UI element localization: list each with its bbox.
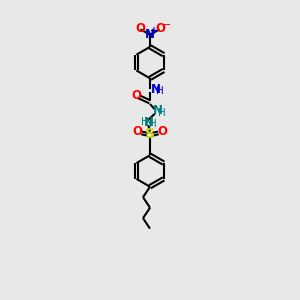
- Text: H: H: [140, 117, 148, 128]
- Text: O: O: [131, 89, 142, 102]
- Text: N: N: [151, 83, 160, 96]
- Text: −: −: [162, 20, 171, 30]
- Text: +: +: [150, 26, 158, 36]
- Text: H: H: [156, 86, 164, 96]
- Text: O: O: [132, 125, 142, 139]
- Text: H: H: [158, 108, 166, 118]
- Text: O: O: [158, 125, 168, 139]
- Text: S: S: [145, 127, 155, 141]
- Text: O: O: [135, 22, 146, 35]
- Text: N: N: [153, 104, 163, 117]
- Text: N: N: [145, 28, 155, 41]
- Text: N: N: [144, 116, 154, 129]
- Text: H: H: [149, 119, 157, 129]
- Text: O: O: [155, 22, 165, 35]
